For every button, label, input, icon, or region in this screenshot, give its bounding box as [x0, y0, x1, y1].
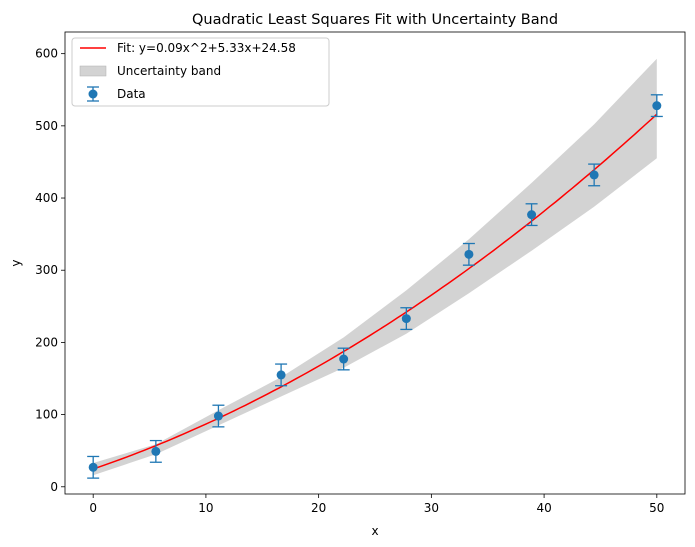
data-point-3: [275, 363, 288, 387]
y-tick-label: 500: [35, 119, 58, 133]
fit-line-layer: [92, 113, 658, 470]
legend-fit-label: Fit: y=0.09x^2+5.33x+24.58: [117, 41, 296, 55]
data-point-6: [462, 242, 475, 266]
data-points-layer: [87, 94, 663, 479]
x-tick-label: 20: [311, 501, 326, 515]
data-marker: [652, 101, 662, 111]
legend-band-swatch: [79, 65, 107, 77]
x-tick-label: 0: [89, 501, 97, 515]
y-tick-label: 600: [35, 47, 58, 61]
data-marker: [213, 411, 223, 421]
data-point-9: [650, 94, 663, 118]
data-point-7: [525, 203, 538, 227]
legend-data-swatch: [87, 86, 99, 102]
y-tick-label: 100: [35, 408, 58, 422]
data-marker: [88, 462, 98, 472]
x-axis: 0 10 20 30 40 50: [89, 494, 664, 515]
data-point-0: [87, 455, 100, 479]
data-marker: [151, 446, 161, 456]
legend-data-label: Data: [117, 87, 146, 101]
y-axis: 0 100 200 300 400 500 600: [35, 47, 65, 494]
y-tick-label: 400: [35, 191, 58, 205]
legend-box: [71, 37, 330, 107]
data-point-8: [588, 163, 601, 187]
uncertainty-band: [93, 58, 657, 476]
y-tick-label: 300: [35, 263, 58, 277]
data-marker: [464, 249, 474, 259]
y-axis-label: y: [9, 259, 23, 266]
x-tick-label: 50: [649, 501, 664, 515]
chart-title: Quadratic Least Squares Fit with Uncerta…: [192, 12, 558, 28]
fit-line: [92, 113, 658, 470]
data-marker: [527, 210, 537, 220]
data-marker: [276, 370, 286, 380]
data-point-5: [400, 307, 413, 331]
data-point-4: [337, 347, 350, 371]
x-tick-label: 10: [198, 501, 213, 515]
x-tick-label: 30: [424, 501, 439, 515]
legend-band-label: Uncertainty band: [117, 64, 221, 78]
uncertainty-band-layer: [93, 58, 657, 476]
y-tick-label: 0: [50, 480, 58, 494]
legend: Fit: y=0.09x^2+5.33x+24.58 Uncertainty b…: [71, 37, 330, 107]
y-tick-label: 200: [35, 335, 58, 349]
data-point-2: [212, 404, 225, 428]
legend-data-marker: [88, 89, 98, 99]
x-axis-label: x: [371, 524, 378, 538]
data-marker: [589, 170, 599, 180]
data-marker: [401, 314, 411, 324]
data-point-1: [149, 439, 162, 463]
data-marker: [339, 354, 349, 364]
plot-area-frame: [64, 31, 686, 495]
x-tick-label: 40: [536, 501, 551, 515]
